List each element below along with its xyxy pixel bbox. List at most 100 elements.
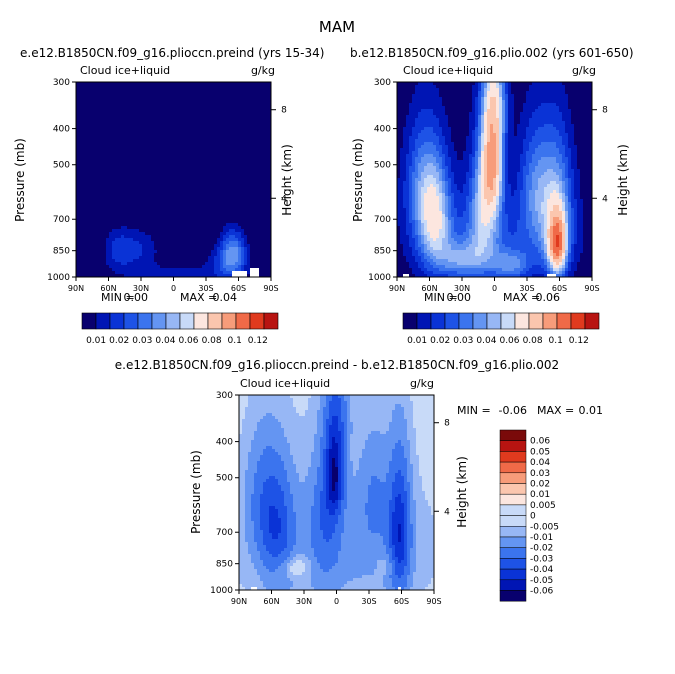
contour-cell (136, 172, 140, 176)
contour-cell (190, 169, 194, 173)
contour-cell (160, 160, 164, 164)
contour-cell (232, 142, 236, 146)
contour-cell (82, 145, 86, 149)
contour-cell (265, 259, 269, 263)
contour-cell (109, 148, 113, 152)
contour-cell (160, 142, 164, 146)
contour-cell (76, 241, 80, 245)
contour-cell (235, 229, 239, 233)
contour-cell (154, 226, 158, 230)
contour-cell (265, 136, 269, 140)
contour-cell (115, 148, 119, 152)
contour-cell (406, 97, 410, 101)
contour-cell (250, 100, 254, 104)
contour-cell (232, 223, 236, 227)
contour-cell (154, 100, 158, 104)
contour-cell (88, 217, 92, 221)
contour-cell (136, 259, 140, 263)
contour-cell (229, 124, 233, 128)
contour-cell (160, 187, 164, 191)
contour-cell (172, 202, 176, 206)
contour-cell (118, 217, 122, 221)
contour-cell (109, 178, 113, 182)
contour-cell (247, 130, 251, 134)
contour-cell (247, 253, 251, 257)
contour-cell (100, 145, 104, 149)
contour-cell (412, 112, 416, 116)
contour-cell (544, 109, 548, 113)
contour-cell (178, 214, 182, 218)
contour-cell (82, 121, 86, 125)
contour-cell (136, 157, 140, 161)
contour-cell (256, 100, 260, 104)
contour-cell (523, 85, 527, 89)
contour-cell (409, 100, 413, 104)
contour-cell (214, 214, 218, 218)
contour-cell (157, 259, 161, 263)
contour-cell (133, 196, 137, 200)
contour-cell (235, 250, 239, 254)
contour-cell (127, 109, 131, 113)
contour-cell (262, 121, 266, 125)
contour-cell (166, 220, 170, 224)
contour-cell (142, 160, 146, 164)
contour-cell (163, 214, 167, 218)
contour-cell (181, 223, 185, 227)
contour-cell (88, 127, 92, 131)
contour-cell (175, 256, 179, 260)
contour-cell (142, 130, 146, 134)
contour-cell (229, 178, 233, 182)
contour-cell (241, 241, 245, 245)
contour-cell (193, 157, 197, 161)
contour-cell (130, 157, 134, 161)
contour-cell (115, 118, 119, 122)
contour-cell (139, 127, 143, 131)
contour-cell (418, 109, 422, 113)
contour-cell (85, 88, 89, 92)
contour-cell (88, 148, 92, 152)
contour-cell (172, 217, 176, 221)
contour-cell (85, 94, 89, 98)
contour-cell (163, 226, 167, 230)
contour-cell (496, 112, 500, 116)
contour-cell (220, 253, 224, 257)
contour-cell (253, 118, 257, 122)
contour-cell (214, 193, 218, 197)
contour-cell (163, 274, 167, 278)
contour-cell (91, 223, 95, 227)
contour-cell (256, 136, 260, 140)
contour-cell (145, 247, 149, 251)
contour-cell (229, 208, 233, 212)
contour-cell (265, 253, 269, 257)
contour-cell (103, 163, 107, 167)
contour-cell (136, 121, 140, 125)
contour-cell (196, 175, 200, 179)
contour-cell (142, 166, 146, 170)
contour-cell (190, 190, 194, 194)
contour-cell (76, 136, 80, 140)
contour-cell (91, 172, 95, 176)
contour-cell (235, 163, 239, 167)
contour-cell (130, 109, 134, 113)
contour-cell (223, 190, 227, 194)
contour-cell (100, 151, 104, 155)
colorbar-box (207, 312, 223, 330)
contour-cell (250, 223, 254, 227)
contour-cell (97, 253, 101, 257)
contour-cell (85, 121, 89, 125)
contour-cell (91, 148, 95, 152)
contour-cell (103, 220, 107, 224)
contour-cell (226, 262, 230, 266)
contour-cell (91, 142, 95, 146)
contour-cell (262, 133, 266, 137)
contour-cell (223, 271, 227, 275)
contour-cell (178, 220, 182, 224)
contour-cell (175, 139, 179, 143)
contour-cell (229, 85, 233, 89)
contour-cell (103, 247, 107, 251)
contour-cell (268, 217, 272, 221)
contour-cell (460, 82, 464, 86)
contour-cell (106, 124, 110, 128)
contour-cell (148, 130, 152, 134)
contour-cell (91, 94, 95, 98)
